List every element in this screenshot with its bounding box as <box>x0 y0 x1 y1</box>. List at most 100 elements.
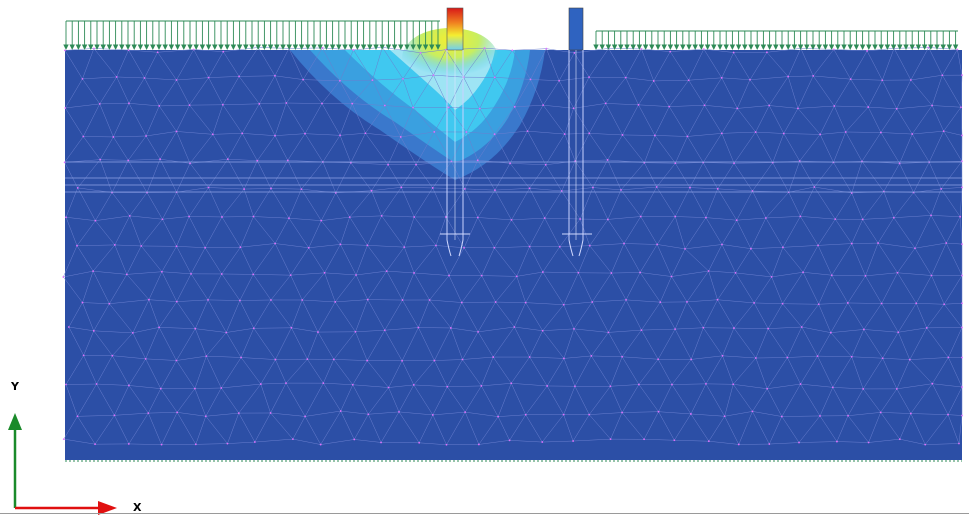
load-arrow-head <box>156 44 162 51</box>
load-arrow-head <box>611 44 618 51</box>
load-arrow-head <box>946 44 953 51</box>
load-arrow-head <box>261 44 268 51</box>
load-arrow-head <box>897 44 903 51</box>
load-arrow-head <box>630 44 636 51</box>
load-arrow-head <box>311 44 317 51</box>
load-arrow-head <box>119 44 125 51</box>
load-arrow-head <box>903 44 909 51</box>
load-arrow-head <box>69 44 75 51</box>
load-arrow-head <box>292 44 299 51</box>
load-arrow-head <box>329 44 336 51</box>
load-arrow-head <box>398 44 404 51</box>
stress-contour <box>290 28 545 180</box>
load-arrow-head <box>205 44 212 51</box>
load-arrow-head <box>698 44 705 51</box>
load-arrow-head <box>618 44 624 51</box>
load-arrow-head <box>853 44 860 51</box>
load-arrow-head <box>605 44 612 51</box>
load-arrow-head <box>754 44 760 51</box>
load-arrow-head <box>779 44 785 51</box>
load-arrow-head <box>435 44 441 51</box>
load-arrow-head <box>835 44 841 51</box>
load-arrow-head <box>243 44 249 51</box>
right-retaining-wall[interactable] <box>562 7 592 257</box>
load-arrow-head <box>636 44 643 51</box>
load-arrow-head <box>336 44 342 51</box>
load-arrow-head <box>841 44 847 51</box>
load-arrow-head <box>125 44 131 51</box>
load-arrow-head <box>934 44 940 51</box>
load-arrow-head <box>928 44 934 51</box>
load-arrow-head <box>791 44 798 51</box>
load-arrow-head <box>828 44 835 51</box>
load-arrow-head <box>88 44 94 51</box>
load-arrow-head <box>286 44 292 51</box>
left-retaining-wall[interactable] <box>440 7 470 257</box>
load-arrow-head <box>711 44 717 51</box>
load-arrow-head <box>416 44 423 51</box>
load-arrow-head <box>224 44 230 51</box>
surface-load-left <box>63 20 441 51</box>
load-arrow-head <box>915 44 922 51</box>
load-arrow-head <box>249 44 255 51</box>
load-arrow-head <box>131 44 137 51</box>
load-arrow-head <box>410 44 416 51</box>
load-arrow-head <box>692 44 698 51</box>
load-arrow-head <box>199 44 206 51</box>
load-arrow-head <box>748 44 754 51</box>
load-arrow-head <box>174 44 181 51</box>
load-arrow-head <box>193 44 199 51</box>
load-arrow-head <box>373 44 379 51</box>
load-arrow-head <box>921 44 928 51</box>
load-arrow-head <box>100 44 106 51</box>
load-arrow-head <box>847 44 853 51</box>
finite-element-mesh <box>62 46 963 446</box>
load-arrow-head <box>81 44 88 51</box>
load-arrow-head <box>360 44 367 51</box>
load-arrow-head <box>181 44 187 51</box>
load-arrow-head <box>816 44 822 51</box>
window-bottom-edge <box>0 513 969 514</box>
load-arrow-head <box>342 44 348 51</box>
load-arrow-head <box>280 44 286 51</box>
load-arrow-head <box>773 44 779 51</box>
load-arrow-head <box>212 44 218 51</box>
load-arrow-head <box>274 44 280 51</box>
surface-load-right <box>593 30 959 51</box>
load-arrow-head <box>940 44 946 51</box>
load-arrow-head <box>810 44 816 51</box>
load-arrow-head <box>909 44 915 51</box>
load-arrow-head <box>298 44 305 51</box>
load-arrow-head <box>686 44 692 51</box>
load-arrow-head <box>162 44 168 51</box>
load-arrow-head <box>379 44 385 51</box>
load-arrow-head <box>717 44 723 51</box>
load-arrow-head <box>404 44 410 51</box>
load-arrow-head <box>729 44 736 51</box>
load-arrow-head <box>822 44 829 51</box>
load-arrow-head <box>323 44 330 51</box>
load-arrow-head <box>106 44 113 51</box>
load-arrow-head <box>422 44 429 51</box>
load-arrow-head <box>593 44 599 51</box>
load-arrow-head <box>649 44 655 51</box>
x-axis-label: X <box>133 501 142 514</box>
load-arrow-head <box>267 44 274 51</box>
load-arrow-head <box>655 44 661 51</box>
x-axis-arrowhead <box>98 501 117 515</box>
load-arrow-head <box>804 44 810 51</box>
load-arrow-head <box>94 44 100 51</box>
load-arrow-head <box>354 44 361 51</box>
load-arrow-head <box>624 44 630 51</box>
y-axis-label: Y <box>11 380 19 393</box>
load-arrow-head <box>866 44 872 51</box>
load-arrow-head <box>766 44 773 51</box>
load-arrow-head <box>168 44 175 51</box>
load-arrow-head <box>236 44 243 51</box>
load-arrow-head <box>429 44 435 51</box>
y-axis-arrowhead <box>8 413 22 430</box>
load-arrow-head <box>735 44 742 51</box>
load-arrow-head <box>150 44 156 51</box>
load-arrow-head <box>63 44 69 51</box>
